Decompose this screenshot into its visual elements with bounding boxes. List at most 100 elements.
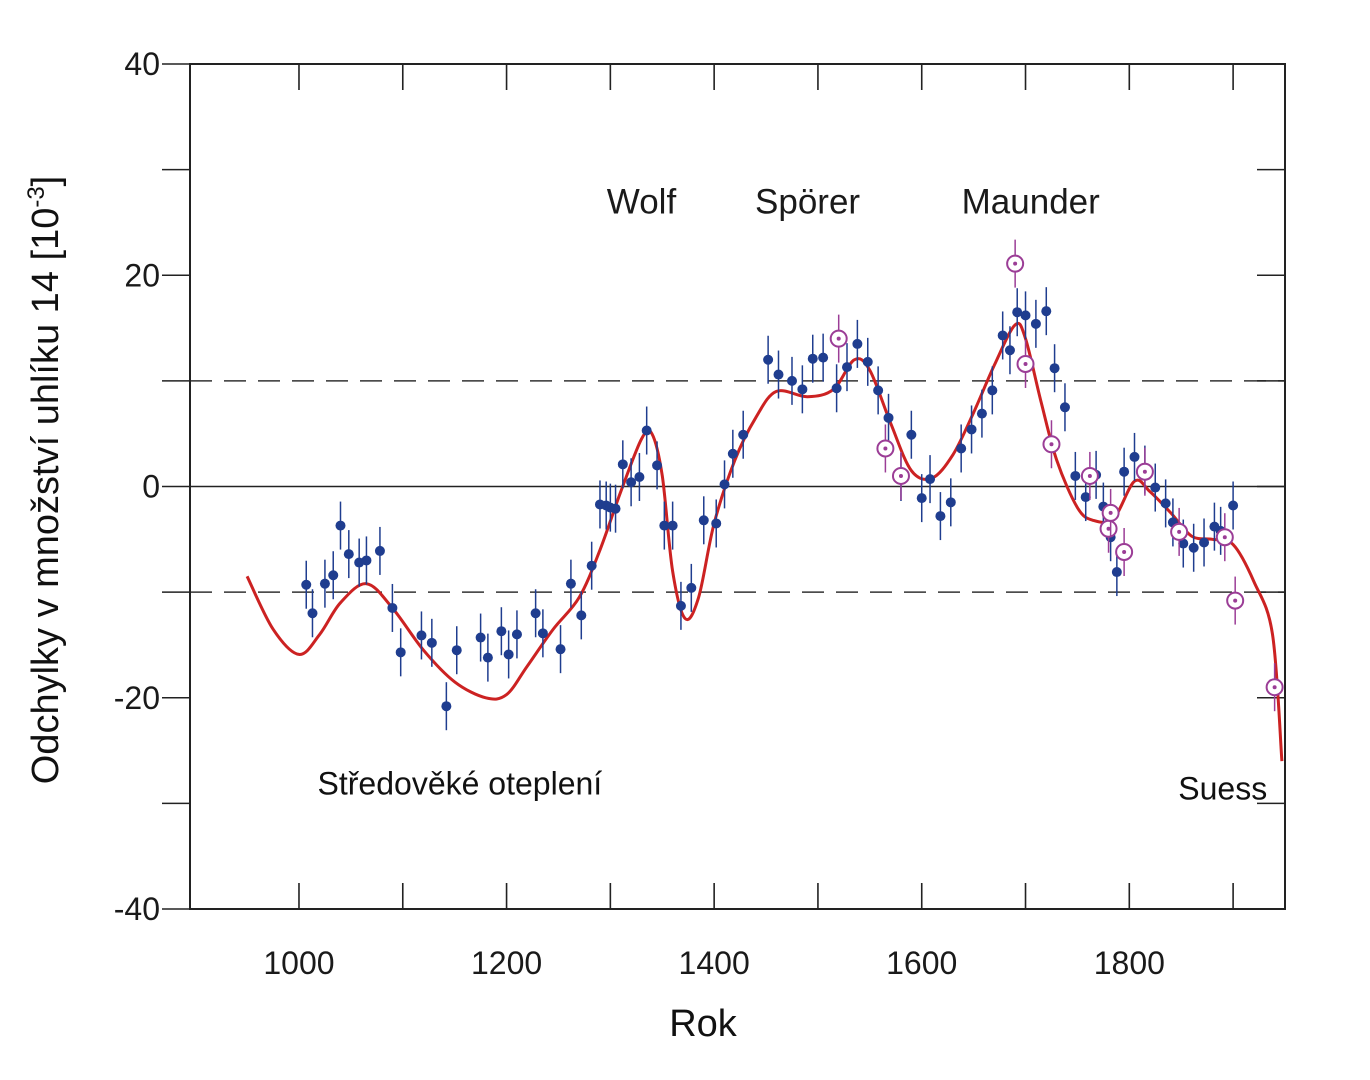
data-point (387, 602, 398, 613)
data-point (511, 629, 522, 640)
curve-layer (245, 321, 1284, 762)
data-point (797, 384, 808, 395)
data-point (976, 408, 987, 419)
data-point (675, 600, 686, 611)
data-point (945, 497, 956, 508)
data-point (667, 520, 678, 531)
x-tick-label: 1000 (263, 945, 334, 981)
data-point (763, 354, 774, 365)
data-point (617, 459, 628, 470)
data-point (475, 632, 486, 643)
data-point (1004, 345, 1015, 356)
data-point (1160, 498, 1171, 509)
data-point (451, 645, 462, 656)
data-point (831, 383, 842, 394)
open-data-point-center (1233, 598, 1238, 603)
open-data-point-center (1122, 549, 1127, 554)
open-data-point-center (1222, 535, 1227, 540)
open-data-point-center (1013, 261, 1018, 266)
open-data-point-center (1177, 529, 1182, 534)
data-point (1129, 451, 1140, 462)
data-point (1049, 363, 1060, 374)
data-point (997, 330, 1008, 341)
data-point (1030, 318, 1041, 329)
annotation-label: Středověké oteplení (318, 765, 603, 801)
data-point (610, 503, 621, 514)
y-tick-label: -40 (114, 891, 160, 927)
y-axis-title-exponent: -3 (23, 186, 50, 207)
open-data-point-center (1023, 361, 1028, 366)
x-tick-label: 1600 (886, 945, 957, 981)
data-point (1041, 306, 1052, 317)
data-point (711, 518, 722, 529)
open-data-point-center (836, 336, 841, 341)
data-point (916, 493, 927, 504)
data-point (1119, 466, 1130, 477)
data-point (537, 628, 548, 639)
data-point (1188, 542, 1199, 553)
data-point (1020, 310, 1031, 321)
data-point (576, 610, 587, 621)
y-axis-title: Odchylky v množství uhlíku 14 [10-3] (23, 176, 67, 785)
data-point (738, 429, 749, 440)
data-point (634, 471, 645, 482)
data-point (906, 429, 917, 440)
data-point (555, 644, 566, 655)
data-point (441, 701, 452, 712)
grid-layer (190, 380, 1285, 593)
data-point (852, 338, 863, 349)
data-point (1080, 492, 1091, 503)
data-point (659, 520, 670, 531)
data-point (956, 443, 967, 454)
data-point (1228, 500, 1239, 511)
data-point (719, 479, 730, 490)
points-layer (301, 239, 1284, 731)
data-point (698, 515, 709, 526)
data-point (426, 637, 437, 648)
data-point (374, 545, 385, 556)
x-tick-label: 1400 (679, 945, 750, 981)
data-point (1111, 567, 1122, 578)
axes-layer (162, 63, 1286, 910)
data-point (1012, 307, 1023, 318)
data-point (301, 579, 312, 590)
data-point (1178, 538, 1189, 549)
annotation-label: Spörer (755, 182, 860, 221)
open-data-point-center (1106, 526, 1111, 531)
open-data-point-center (1142, 469, 1147, 474)
data-point (319, 578, 330, 589)
data-point (361, 555, 372, 566)
data-point (626, 477, 637, 488)
data-point (773, 369, 784, 380)
data-point (530, 608, 541, 619)
open-data-point-center (1087, 473, 1092, 478)
y-axis-title-close: ] (25, 176, 67, 187)
data-point (1070, 470, 1081, 481)
data-point (1150, 482, 1161, 493)
x-tick-label: 1200 (471, 945, 542, 981)
data-point (1199, 537, 1210, 548)
annotation-label: Maunder (962, 182, 1100, 221)
y-tick-label: 0 (142, 469, 160, 505)
data-point (883, 412, 894, 423)
data-point (482, 652, 493, 663)
data-point (686, 582, 697, 593)
smoothed-curve (245, 321, 1284, 762)
data-point (987, 385, 998, 396)
y-axis-title-main: Odchylky v množství uhlíku 14 [10 (25, 208, 67, 785)
data-point (652, 460, 663, 471)
data-point (395, 647, 406, 658)
data-point (966, 424, 977, 435)
open-data-point-center (883, 446, 888, 451)
annotation-label: Suess (1178, 771, 1267, 807)
data-point (496, 626, 507, 637)
open-data-point-center (898, 473, 903, 478)
data-point (503, 649, 514, 660)
data-point (727, 448, 738, 459)
open-data-point-center (1049, 442, 1054, 447)
data-point (335, 520, 346, 531)
data-point (873, 385, 884, 396)
open-data-point-center (1272, 685, 1277, 690)
open-data-point-center (1108, 510, 1113, 515)
data-point (935, 511, 946, 522)
